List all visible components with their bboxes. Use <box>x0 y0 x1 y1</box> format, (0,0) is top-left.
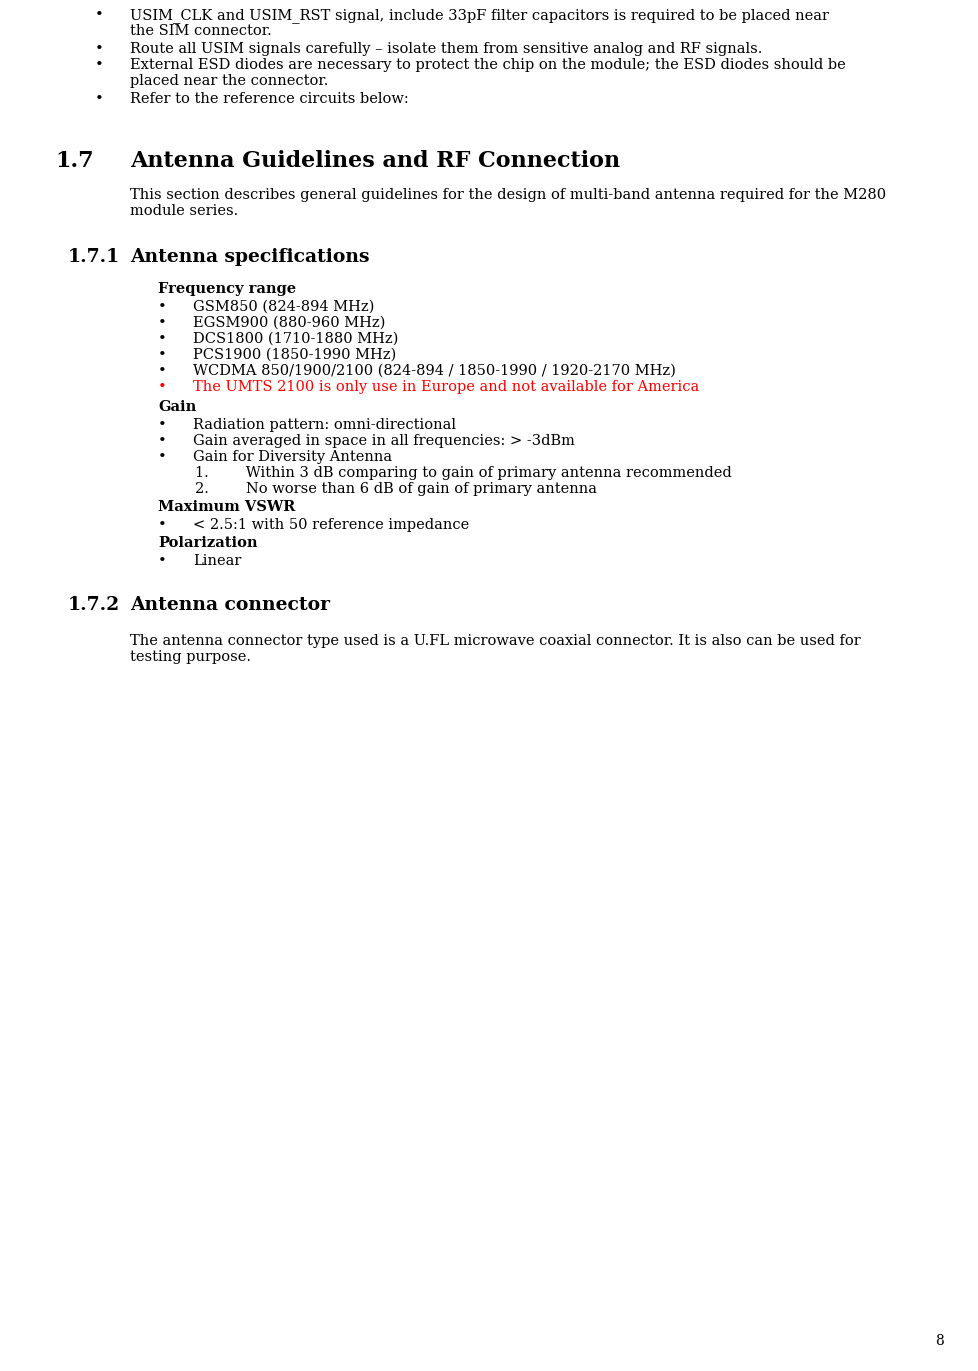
Text: Gain for Diversity Antenna: Gain for Diversity Antenna <box>193 450 392 463</box>
Text: WCDMA 850/1900/2100 (824-894 / 1850-1990 / 1920-2170 MHz): WCDMA 850/1900/2100 (824-894 / 1850-1990… <box>193 363 675 378</box>
Text: testing purpose.: testing purpose. <box>130 650 250 664</box>
Text: USIM_CLK and USIM_RST signal, include 33pF filter capacitors is required to be p: USIM_CLK and USIM_RST signal, include 33… <box>130 8 828 23</box>
Text: Polarization: Polarization <box>157 536 257 550</box>
Text: •: • <box>95 8 104 22</box>
Text: 1.7.2: 1.7.2 <box>67 596 120 614</box>
Text: the SIM connector.: the SIM connector. <box>130 25 272 38</box>
Text: 1.7.1: 1.7.1 <box>67 248 120 266</box>
Text: •: • <box>157 363 166 378</box>
Text: •: • <box>95 43 104 56</box>
Text: •: • <box>95 92 104 106</box>
Text: Radiation pattern: omni-directional: Radiation pattern: omni-directional <box>193 418 456 432</box>
Text: EGSM900 (880-960 MHz): EGSM900 (880-960 MHz) <box>193 315 385 330</box>
Text: 2.        No worse than 6 dB of gain of primary antenna: 2. No worse than 6 dB of gain of primary… <box>195 483 597 496</box>
Text: •: • <box>157 450 166 463</box>
Text: •: • <box>157 418 166 432</box>
Text: External ESD diodes are necessary to protect the chip on the module; the ESD dio: External ESD diodes are necessary to pro… <box>130 58 845 73</box>
Text: module series.: module series. <box>130 204 238 218</box>
Text: •: • <box>157 348 166 362</box>
Text: This section describes general guidelines for the design of multi-band antenna r: This section describes general guideline… <box>130 188 885 202</box>
Text: Antenna connector: Antenna connector <box>130 596 330 614</box>
Text: 1.        Within 3 dB comparing to gain of primary antenna recommended: 1. Within 3 dB comparing to gain of prim… <box>195 466 731 480</box>
Text: DCS1800 (1710-1880 MHz): DCS1800 (1710-1880 MHz) <box>193 332 398 345</box>
Text: 8: 8 <box>935 1334 944 1348</box>
Text: < 2.5:1 with 50 reference impedance: < 2.5:1 with 50 reference impedance <box>193 518 468 532</box>
Text: Gain: Gain <box>157 400 196 414</box>
Text: Gain averaged in space in all frequencies: > -3dBm: Gain averaged in space in all frequencie… <box>193 435 574 448</box>
Text: Frequency range: Frequency range <box>157 282 295 296</box>
Text: Linear: Linear <box>193 554 242 568</box>
Text: The UMTS 2100 is only use in Europe and not available for America: The UMTS 2100 is only use in Europe and … <box>193 380 698 393</box>
Text: •: • <box>157 300 166 314</box>
Text: The antenna connector type used is a U.FL microwave coaxial connector. It is als: The antenna connector type used is a U.F… <box>130 633 860 648</box>
Text: Route all USIM signals carefully – isolate them from sensitive analog and RF sig: Route all USIM signals carefully – isola… <box>130 43 762 56</box>
Text: •: • <box>157 332 166 345</box>
Text: •: • <box>95 58 104 73</box>
Text: 1.7: 1.7 <box>55 149 94 171</box>
Text: •: • <box>157 315 166 330</box>
Text: Antenna Guidelines and RF Connection: Antenna Guidelines and RF Connection <box>130 149 619 171</box>
Text: GSM850 (824-894 MHz): GSM850 (824-894 MHz) <box>193 300 374 314</box>
Text: •: • <box>157 435 166 448</box>
Text: Antenna specifications: Antenna specifications <box>130 248 369 266</box>
Text: Maximum VSWR: Maximum VSWR <box>157 500 295 514</box>
Text: placed near the connector.: placed near the connector. <box>130 74 328 88</box>
Text: •: • <box>157 380 166 393</box>
Text: •: • <box>157 518 166 532</box>
Text: Refer to the reference circuits below:: Refer to the reference circuits below: <box>130 92 409 106</box>
Text: PCS1900 (1850-1990 MHz): PCS1900 (1850-1990 MHz) <box>193 348 396 362</box>
Text: •: • <box>157 554 166 568</box>
